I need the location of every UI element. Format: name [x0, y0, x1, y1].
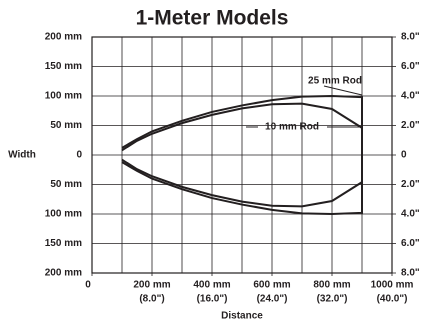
curve — [121, 102, 363, 208]
y-tick-label: 0 — [76, 150, 82, 161]
series-label: 10 mm Rod — [265, 122, 319, 133]
x-tick-label: 800 mm — [313, 280, 350, 291]
y-tick-label: 200 mm — [45, 268, 82, 279]
x-tick-label: 200 mm — [133, 280, 170, 291]
y2-tick-label: 8.0" — [401, 268, 420, 279]
y2-tick-label: 6.0" — [401, 238, 420, 249]
chart-title: 1-Meter Models — [136, 7, 289, 30]
y2-tick-label: 4.0" — [401, 209, 420, 220]
x-tick-label: 0 — [85, 280, 91, 291]
y2-tick-label: 8.0" — [401, 32, 420, 43]
y-tick-label: 200 mm — [45, 32, 82, 43]
y2-tick-label: 4.0" — [401, 91, 420, 102]
y-tick-label: 50 mm — [50, 179, 82, 190]
y-tick-label: 50 mm — [50, 120, 82, 131]
y2-tick-label: 2.0" — [401, 179, 420, 190]
x-tick-label: 1000 mm — [371, 280, 414, 291]
y2-tick-label: 2.0" — [401, 120, 420, 131]
x-tick-label: 400 mm — [193, 280, 230, 291]
x-tick-sublabel: (8.0") — [139, 294, 164, 305]
y-tick-label: 150 mm — [45, 238, 82, 249]
x-tick-sublabel: (32.0") — [317, 294, 348, 305]
x-tick-label: 600 mm — [253, 280, 290, 291]
x-tick-sublabel: (40.0") — [377, 294, 408, 305]
series-label: 25 mm Rod — [308, 76, 362, 87]
y2-tick-label: 0 — [401, 150, 407, 161]
y2-tick-label: 6.0" — [401, 61, 420, 72]
y-tick-label: 150 mm — [45, 61, 82, 72]
x-tick-sublabel: (24.0") — [257, 294, 288, 305]
leader-line — [323, 85, 363, 96]
y-tick-label: 100 mm — [45, 91, 82, 102]
y-axis-label: Width — [8, 150, 36, 161]
y-tick-label: 100 mm — [45, 209, 82, 220]
x-axis-label: Distance — [221, 311, 263, 322]
x-tick-sublabel: (16.0") — [197, 294, 228, 305]
